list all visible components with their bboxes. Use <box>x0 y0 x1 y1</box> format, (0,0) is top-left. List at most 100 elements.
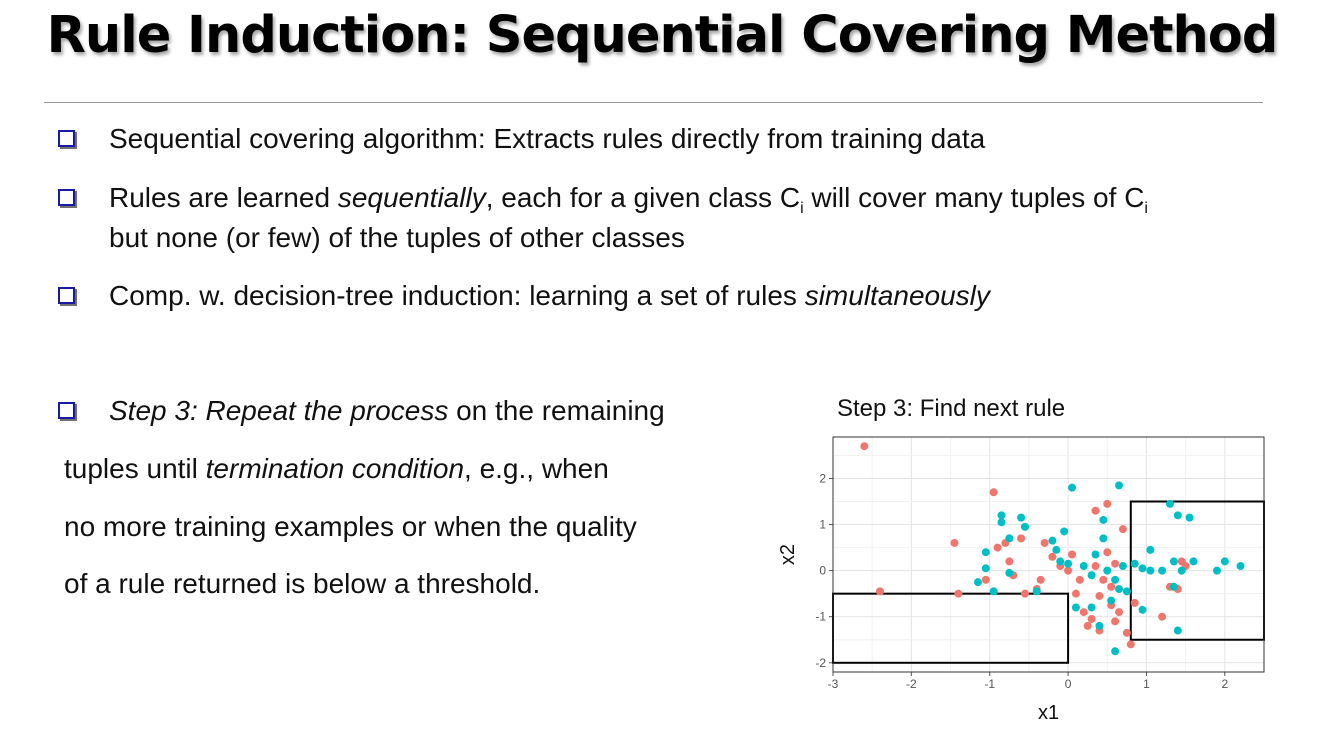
data-point-red <box>1115 608 1124 617</box>
data-point-red <box>1091 562 1100 571</box>
data-point-teal <box>1064 559 1073 568</box>
data-point-teal <box>1005 534 1014 543</box>
data-point-teal <box>1005 568 1014 577</box>
data-point-red <box>1083 621 1092 630</box>
bullet-3-text: Comp. w. decision-tree induction: learni… <box>109 280 990 311</box>
data-point-red <box>860 442 869 451</box>
data-point-teal <box>1052 545 1061 554</box>
data-point-red <box>993 543 1002 552</box>
data-point-teal <box>1189 557 1198 566</box>
data-point-teal <box>1138 605 1147 614</box>
data-point-teal <box>1017 513 1026 522</box>
data-point-teal <box>989 587 998 596</box>
data-point-teal <box>1118 562 1127 571</box>
chart-svg: Step 3: Find next rule -3 -2 -1 0 1 2-2-1012 … <box>780 395 1266 724</box>
data-point-red <box>954 589 963 598</box>
data-point-teal <box>1115 585 1124 594</box>
data-point-red <box>1111 617 1120 626</box>
data-point-red <box>1064 566 1073 575</box>
data-point-red <box>1118 525 1127 534</box>
data-point-red <box>1103 499 1112 508</box>
data-point-teal <box>1071 603 1080 612</box>
checkbox-bullet-icon <box>58 130 75 147</box>
data-point-red <box>1075 575 1084 584</box>
data-point-teal <box>1146 545 1155 554</box>
step3-line1: Step 3: Repeat the process on the remain… <box>109 395 665 426</box>
data-point-teal <box>1138 564 1147 573</box>
data-point-teal <box>1169 557 1178 566</box>
data-point-red <box>1040 538 1049 547</box>
data-point-teal <box>1087 603 1096 612</box>
data-point-teal <box>973 578 982 587</box>
scatter-chart: Step 3: Find next rule -3 -2 -1 0 1 2 -2 -1 0 1 2 … <box>780 385 1280 741</box>
y-tick-label: 1 <box>819 518 826 532</box>
data-point-red <box>1020 589 1029 598</box>
data-point-teal <box>1056 557 1065 566</box>
x-tick-label: 2 <box>1221 677 1228 691</box>
slide-title: Rule Induction: Sequential Covering Meth… <box>46 6 1279 65</box>
data-point-red <box>1087 615 1096 624</box>
data-point-red <box>981 575 990 584</box>
data-point-red <box>876 587 885 596</box>
plot-frame <box>832 436 1265 673</box>
data-point-teal <box>1115 481 1124 490</box>
x-axis-label: x1 <box>1038 702 1059 724</box>
data-point-red <box>1122 628 1131 637</box>
data-point-teal <box>1177 566 1186 575</box>
x-tick-label: 0 <box>1065 677 1072 691</box>
plot-background <box>833 437 1264 672</box>
data-point-teal <box>1111 575 1120 584</box>
data-point-red <box>1079 608 1088 617</box>
step3-line4: of a rule returned is below a threshold. <box>64 568 541 599</box>
data-point-teal <box>1158 566 1167 575</box>
data-point-red <box>1068 550 1077 559</box>
checkbox-bullet-icon <box>58 402 75 419</box>
data-point-teal <box>1173 511 1182 520</box>
data-point-teal <box>1107 596 1116 605</box>
data-point-teal <box>981 548 990 557</box>
title-divider <box>44 102 1263 103</box>
data-point-teal <box>1020 522 1029 531</box>
data-point-red <box>1095 591 1104 600</box>
x-tick-label: 1 <box>1143 677 1150 691</box>
x-tick-label: -3 <box>828 677 839 691</box>
bullet-2-line2: but none (or few) of the tuples of other… <box>109 222 685 253</box>
data-point-red <box>950 538 959 547</box>
data-point-red <box>1103 548 1112 557</box>
data-point-red <box>1107 582 1116 591</box>
data-point-teal <box>1099 515 1108 524</box>
y-tick-label: -1 <box>815 610 826 624</box>
data-point-teal <box>997 518 1006 527</box>
chart-title: Step 3: Find next rule <box>837 395 1065 422</box>
data-point-teal <box>981 564 990 573</box>
data-point-teal <box>1212 566 1221 575</box>
data-point-red <box>1005 557 1014 566</box>
data-point-teal <box>1048 536 1057 545</box>
data-point-teal <box>1032 587 1041 596</box>
x-tick-label: -2 <box>906 677 917 691</box>
data-point-teal <box>1095 621 1104 630</box>
y-tick-label: 0 <box>819 564 826 578</box>
checkbox-bullet-icon <box>58 189 75 206</box>
data-point-red <box>1099 575 1108 584</box>
step3-line2: tuples until termination condition, e.g.… <box>64 453 609 484</box>
data-point-teal <box>1130 559 1139 568</box>
data-point-teal <box>1111 647 1120 656</box>
step3-line3: no more training examples or when the qu… <box>64 511 637 542</box>
y-tick-label: -2 <box>815 656 826 670</box>
y-tick-label: 2 <box>819 471 826 485</box>
data-point-red <box>1158 612 1167 621</box>
data-point-red <box>1048 552 1057 561</box>
bullet-2-text: Rules are learned sequentially, each for… <box>109 182 1148 217</box>
data-point-red <box>1017 534 1026 543</box>
data-point-teal <box>1091 550 1100 559</box>
data-point-red <box>1071 589 1080 598</box>
data-point-teal <box>1146 566 1155 575</box>
data-point-teal <box>1165 499 1174 508</box>
data-point-teal <box>1068 483 1077 492</box>
data-point-teal <box>1122 587 1131 596</box>
data-point-teal <box>1099 534 1108 543</box>
data-point-red <box>1130 598 1139 607</box>
data-point-teal <box>1169 582 1178 591</box>
data-point-teal <box>1087 571 1096 580</box>
